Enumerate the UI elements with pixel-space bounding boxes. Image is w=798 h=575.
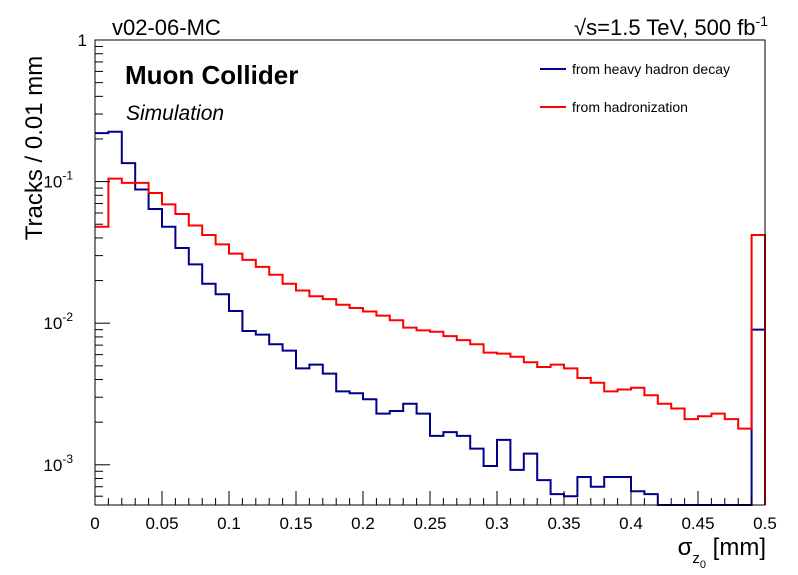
collaboration-label: Muon Collider: [125, 60, 298, 90]
x-tick-label: 0: [90, 514, 99, 533]
x-tick-label: 0.5: [753, 514, 777, 533]
legend: from heavy hadron decay from hadronizati…: [540, 61, 730, 115]
legend-label-heavy-hadron: from heavy hadron decay: [572, 61, 730, 77]
x-tick-label: 0.25: [413, 514, 446, 533]
y-tick-base: 10: [43, 314, 62, 333]
software-version-label: v02-06-MC: [112, 15, 221, 40]
histogram-layer: [95, 130, 766, 506]
histogram-series-heavy-hadron-decay: [95, 130, 766, 506]
x-axis-title: σz0 [mm]: [678, 534, 766, 571]
energy-luminosity-main: √s=1.5 TeV, 500 fb: [574, 15, 756, 40]
y-tick-label: 10-1: [43, 169, 73, 192]
x-axis-title-unit: [mm]: [706, 534, 766, 561]
y-tick-label: 1: [78, 31, 87, 50]
x-axis-title-symbol: σ: [678, 534, 693, 561]
y-tick-base: 10: [43, 456, 62, 475]
y-tick-label: 10-2: [43, 310, 73, 333]
x-tick-label: 0.45: [681, 514, 714, 533]
x-tick-label: 0.3: [485, 514, 509, 533]
x-tick-label: 0.35: [547, 514, 580, 533]
x-axis-ticks: 0 0.05 0.1 0.15 0.2 0.25 0.3 0.35 0.4 0.45 0.5: [90, 491, 777, 533]
energy-luminosity-label: √s=1.5 TeV, 500 fb-1: [574, 13, 768, 40]
x-tick-label: 0.15: [279, 514, 312, 533]
plot-frame: [94, 39, 766, 506]
y-axis-ticks: 10-310-210-11: [43, 31, 110, 497]
x-tick-label: 0.1: [217, 514, 241, 533]
y-tick-exponent: -1: [62, 169, 73, 183]
x-axis-title-sub: z: [692, 550, 700, 567]
y-tick-base: 10: [43, 173, 62, 192]
y-tick-exponent: -3: [62, 452, 73, 466]
x-axis-title-subsub: 0: [700, 559, 706, 571]
x-tick-label: 0.4: [619, 514, 643, 533]
y-axis-title: Tracks / 0.01 mm: [21, 56, 48, 240]
legend-label-hadronization: from hadronization: [572, 99, 688, 115]
x-tick-label: 0.05: [145, 514, 178, 533]
luminosity-exponent: -1: [756, 13, 769, 29]
histogram-series-hadronization: [95, 177, 766, 505]
simulation-label: Simulation: [126, 102, 224, 125]
y-tick-exponent: -2: [62, 310, 73, 324]
y-tick-label: 10-3: [43, 452, 73, 475]
x-tick-label: 0.2: [351, 514, 375, 533]
